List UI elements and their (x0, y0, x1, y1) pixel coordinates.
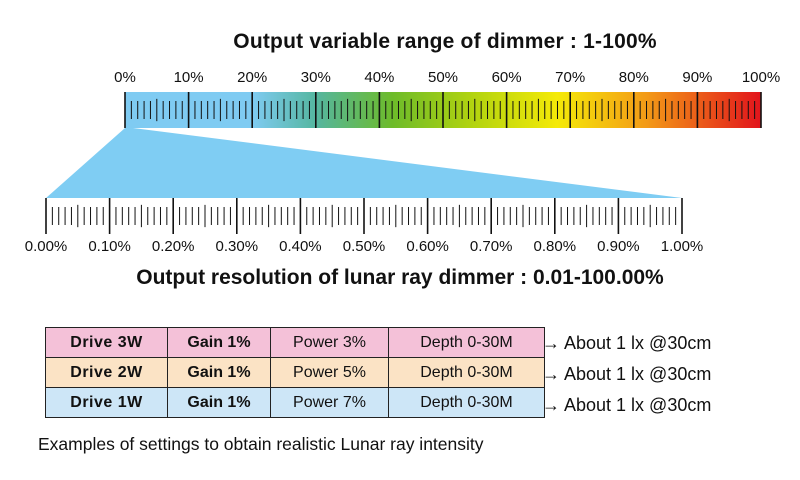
bottom-scale-tick-label: 0.10% (88, 238, 131, 255)
power-cell: Power 3% (270, 327, 389, 358)
settings-row: Drive 3W Gain 1% Power 3% Depth 0-30M (45, 327, 545, 358)
bottom-scale-tick-label: 0.40% (279, 238, 322, 255)
zoom-wedge (46, 128, 682, 200)
top-scale-tick-label: 0% (114, 69, 136, 86)
top-scale-tick-label: 40% (364, 69, 395, 86)
depth-cell: Depth 0-30M (388, 387, 545, 418)
depth-cell: Depth 0-30M (388, 357, 545, 388)
bottom-scale-tick-label: 0.00% (24, 238, 68, 255)
top-scale-tick-label: 20% (237, 69, 268, 86)
result-text: → About 1 lx @30cm (542, 395, 712, 415)
top-scale-tick-label: 30% (300, 69, 331, 86)
result-text: → About 1 lx @30cm (542, 364, 712, 384)
gain-cell: Gain 1% (167, 327, 271, 358)
title-output-range: Output variable range of dimmer : 1-100% (233, 30, 657, 53)
top-scale-tick-label: 80% (618, 69, 649, 86)
gain-cell: Gain 1% (167, 357, 271, 388)
bottom-scale-tick-label: 0.50% (342, 238, 386, 255)
title-output-resolution: Output resolution of lunar ray dimmer : … (136, 266, 664, 289)
settings-row: Drive 2W Gain 1% Power 5% Depth 0-30M (45, 357, 545, 388)
top-scale-tick-label: 90% (682, 69, 713, 86)
result-text: → About 1 lx @30cm (542, 333, 712, 353)
top-scale-tick-label: 60% (491, 69, 522, 86)
settings-note: Examples of settings to obtain realistic… (38, 434, 484, 454)
bottom-scale-tick-label: 0.60% (406, 238, 449, 255)
settings-table: Drive 3W Gain 1% Power 3% Depth 0-30M Drive … (45, 327, 545, 418)
settings-row: Drive 1W Gain 1% Power 7% Depth 0-30M (45, 387, 545, 418)
top-scale-tick-label: 70% (555, 69, 586, 86)
depth-cell: Depth 0-30M (388, 327, 545, 358)
bottom-scale-ticks (45, 198, 683, 234)
bottom-scale-tick-label: 0.20% (151, 238, 195, 255)
power-cell: Power 7% (270, 387, 389, 418)
bottom-scale-tick-label: 0.30% (215, 238, 259, 255)
gain-cell: Gain 1% (167, 387, 271, 418)
bottom-scale-tick-label: 0.90% (597, 238, 640, 255)
drive-cell: Drive 1W (45, 387, 168, 418)
top-scale-tick-label: 50% (427, 69, 459, 86)
drive-cell: Drive 3W (45, 327, 168, 358)
bottom-scale-tick-label: 1.00% (660, 238, 704, 255)
bottom-scale-tick-label: 0.80% (533, 238, 577, 255)
drive-cell: Drive 2W (45, 357, 168, 388)
top-scale-tick-label: 10% (173, 69, 204, 86)
power-cell: Power 5% (270, 357, 389, 388)
top-scale-ticks (124, 92, 762, 128)
top-scale-tick-label: 100% (741, 69, 781, 86)
bottom-scale-tick-label: 0.70% (469, 238, 513, 255)
